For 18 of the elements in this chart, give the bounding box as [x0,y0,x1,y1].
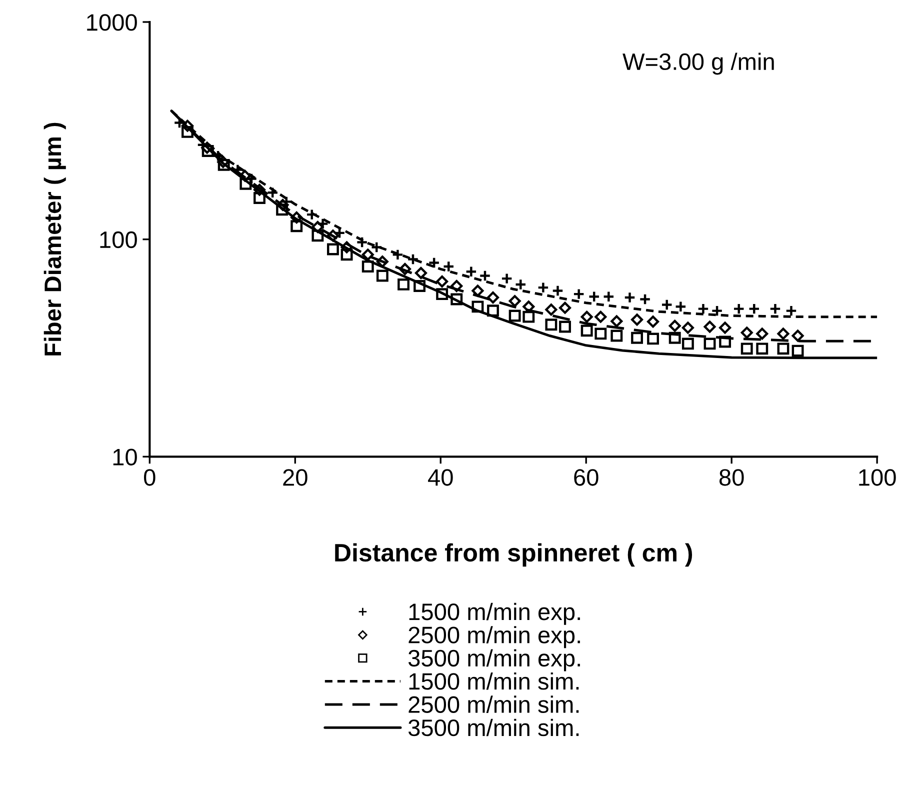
legend-label: 2500 m/min sim. [408,696,579,713]
y-tick-label: 10 [113,448,137,466]
legend-label: 3500 m/min exp. [408,649,580,672]
x-tick-label: 100 [859,469,896,486]
x-tick-label: 0 [144,469,156,486]
x-tick-label: 20 [283,469,308,486]
legend-label: 2500 m/min exp. [408,626,580,648]
y-tick-label: 100 [100,231,137,248]
x-tick-label: 80 [719,469,744,486]
x-tick-label: 60 [574,469,598,486]
y-tick-label: 1000 [87,14,137,31]
x-axis-title: Distance from spinneret ( cm ) [335,543,692,567]
y-axis-title: Fiber Diameter ( µm ) [44,122,66,356]
x-tick-label: 40 [428,469,453,486]
legend-label: 1500 m/min exp. [409,602,580,625]
legend-label: 3500 m/min sim. [408,718,579,736]
annotation: W=3.00 g /min [622,52,774,75]
legend-label: 1500 m/min sim. [409,672,579,690]
